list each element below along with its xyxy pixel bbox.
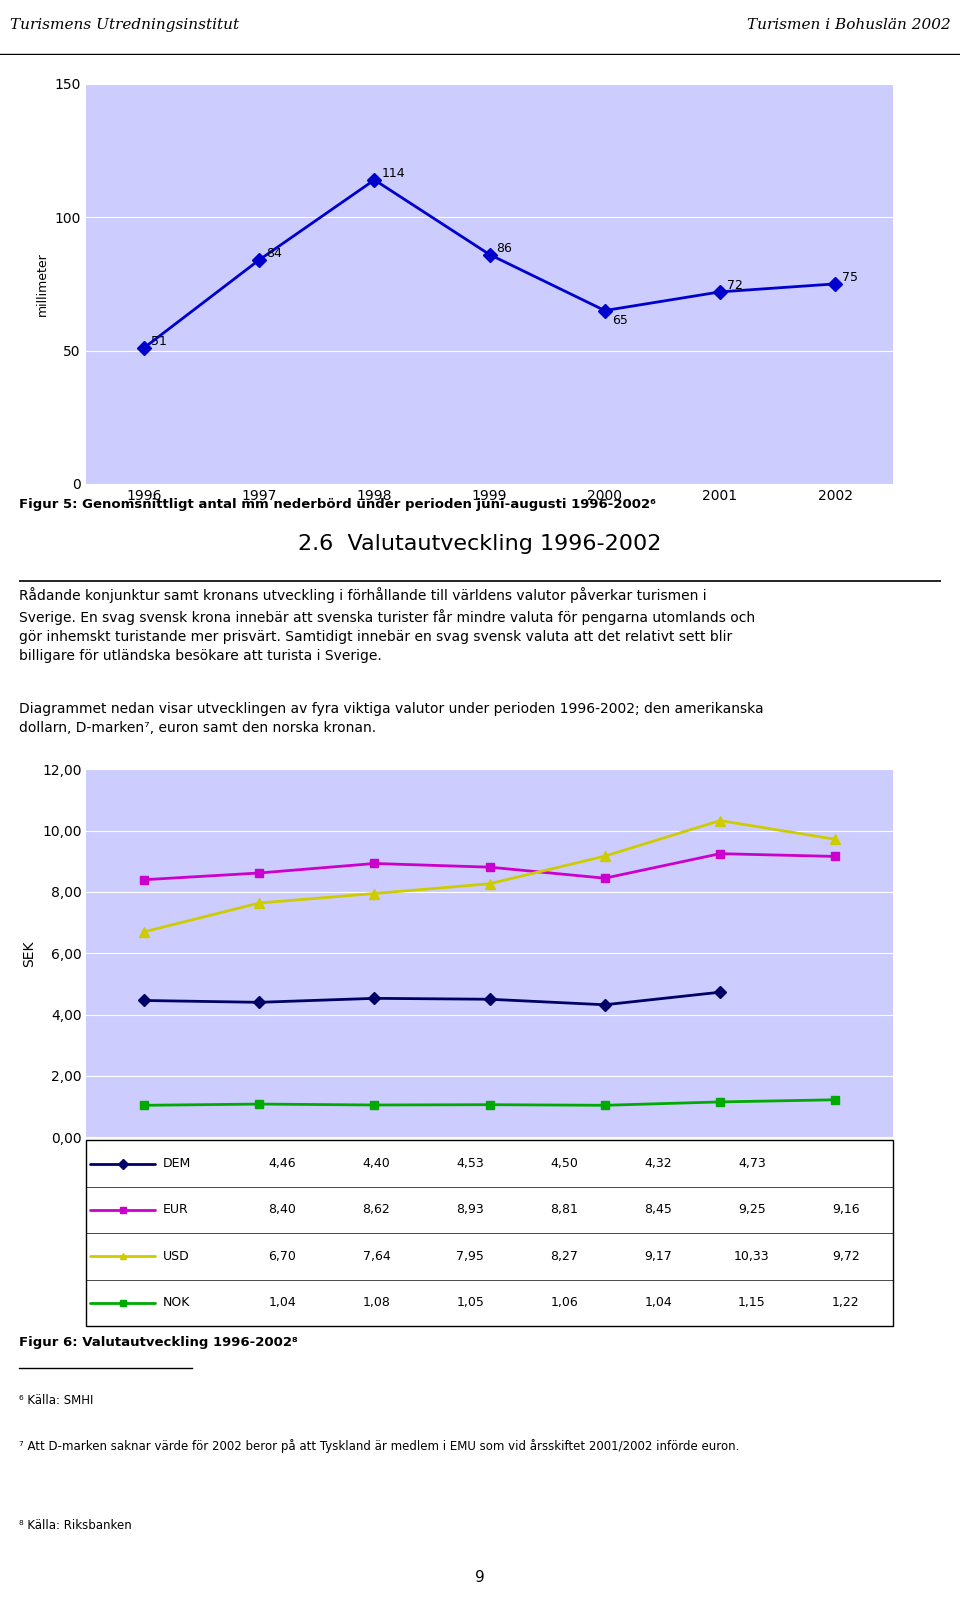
Text: Diagrammet nedan visar utvecklingen av fyra viktiga valutor under perioden 1996-: Diagrammet nedan visar utvecklingen av f… <box>19 702 764 734</box>
Text: 75: 75 <box>842 271 858 284</box>
Text: Turismen i Bohuslän 2002: Turismen i Bohuslän 2002 <box>747 18 950 32</box>
Text: 4,73: 4,73 <box>738 1157 766 1169</box>
Text: 1,04: 1,04 <box>269 1297 297 1310</box>
Text: 86: 86 <box>496 242 513 255</box>
Text: 7,95: 7,95 <box>456 1250 484 1263</box>
Text: Figur 5: Genomsnittligt antal mm nederbörd under perioden juni-augusti 1996-2002: Figur 5: Genomsnittligt antal mm nederbö… <box>19 498 657 511</box>
Text: 9,16: 9,16 <box>832 1203 859 1216</box>
Text: USD: USD <box>163 1250 190 1263</box>
Text: 8,93: 8,93 <box>456 1203 484 1216</box>
Text: 1,22: 1,22 <box>832 1297 859 1310</box>
Text: 72: 72 <box>727 279 743 292</box>
Text: 1,04: 1,04 <box>644 1297 672 1310</box>
Text: 9,17: 9,17 <box>644 1250 672 1263</box>
Text: 1,06: 1,06 <box>550 1297 578 1310</box>
Text: ⁶ Källa: SMHI: ⁶ Källa: SMHI <box>19 1394 93 1408</box>
Text: 4,46: 4,46 <box>269 1157 297 1169</box>
Text: 2.6  Valutautveckling 1996-2002: 2.6 Valutautveckling 1996-2002 <box>299 534 661 553</box>
Text: 9,25: 9,25 <box>738 1203 766 1216</box>
Text: 4,32: 4,32 <box>644 1157 672 1169</box>
Text: 9: 9 <box>475 1569 485 1586</box>
Text: 1,15: 1,15 <box>738 1297 766 1310</box>
Text: 9,72: 9,72 <box>832 1250 860 1263</box>
Text: 8,62: 8,62 <box>363 1203 391 1216</box>
Text: Rådande konjunktur samt kronans utveckling i förhållande till världens valutor p: Rådande konjunktur samt kronans utveckli… <box>19 587 756 663</box>
Text: ⁸ Källa: Riksbanken: ⁸ Källa: Riksbanken <box>19 1519 132 1532</box>
Text: 114: 114 <box>381 168 405 181</box>
Text: 4,50: 4,50 <box>550 1157 578 1169</box>
Text: 7,64: 7,64 <box>363 1250 391 1263</box>
Text: Figur 6: Valutautveckling 1996-2002⁸: Figur 6: Valutautveckling 1996-2002⁸ <box>19 1336 298 1348</box>
Text: 1,08: 1,08 <box>363 1297 391 1310</box>
Text: 8,40: 8,40 <box>269 1203 297 1216</box>
Text: 84: 84 <box>266 247 282 260</box>
Text: 8,81: 8,81 <box>550 1203 578 1216</box>
Text: NOK: NOK <box>163 1297 190 1310</box>
Text: 8,27: 8,27 <box>550 1250 578 1263</box>
Y-axis label: SEK: SEK <box>22 940 36 966</box>
Text: 51: 51 <box>151 336 167 348</box>
Text: 10,33: 10,33 <box>734 1250 770 1263</box>
Text: 6,70: 6,70 <box>269 1250 297 1263</box>
Text: 1,05: 1,05 <box>456 1297 484 1310</box>
Text: 4,53: 4,53 <box>456 1157 484 1169</box>
Text: 8,45: 8,45 <box>644 1203 672 1216</box>
Text: ⁷ Att D-marken saknar värde för 2002 beror på att Tyskland är medlem i EMU som v: ⁷ Att D-marken saknar värde för 2002 ber… <box>19 1439 739 1453</box>
Text: DEM: DEM <box>163 1157 191 1169</box>
Y-axis label: millimeter: millimeter <box>36 252 49 316</box>
Text: 4,40: 4,40 <box>363 1157 391 1169</box>
Text: EUR: EUR <box>163 1203 189 1216</box>
Text: 65: 65 <box>612 315 628 327</box>
Text: Turismens Utredningsinstitut: Turismens Utredningsinstitut <box>10 18 239 32</box>
